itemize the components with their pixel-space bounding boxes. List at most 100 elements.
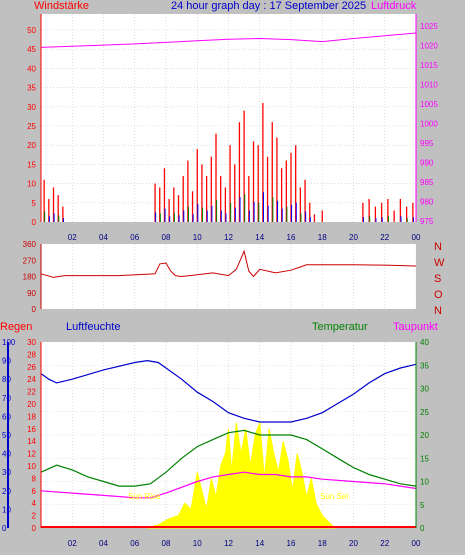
direction-line xyxy=(40,249,417,278)
wind-y-tick-label: 5 xyxy=(32,199,37,208)
temperature-y-tick-label: 0 xyxy=(420,524,425,533)
dewpoint-label: Taupunkt xyxy=(393,321,438,333)
wind-speed-label: Windstärke xyxy=(34,0,89,12)
direction-compass-label: S xyxy=(434,273,441,285)
climate-x-tick-label: 08 xyxy=(162,539,171,548)
humidity-y-tick-label: 90 xyxy=(2,357,11,366)
humidity-y-tick-label: 10 xyxy=(2,505,11,514)
direction-compass-label: N xyxy=(434,241,442,253)
climate-x-tick-label: 16 xyxy=(287,539,296,548)
pressure-line xyxy=(40,32,417,48)
direction-y-tick-label: 360 xyxy=(23,240,37,249)
rain-y-tick-label: 20 xyxy=(27,400,36,409)
direction-compass-label: O xyxy=(434,289,443,301)
temperature-y-tick-label: 15 xyxy=(420,454,429,463)
humidity-y-tick-label: 80 xyxy=(2,375,11,384)
rain-y-tick-label: 10 xyxy=(27,462,36,471)
wind-x-tick-label: 08 xyxy=(162,233,171,242)
rain-y-tick-label: 16 xyxy=(27,425,36,434)
pressure-y-tick-label: 1000 xyxy=(420,120,438,129)
direction-compass-label: W xyxy=(434,257,445,269)
climate-x-tick-label: 02 xyxy=(68,539,77,548)
humidity-y-tick-label: 60 xyxy=(2,412,11,421)
rain-y-tick-label: 2 xyxy=(32,512,37,521)
rain-y-tick-label: 28 xyxy=(27,350,36,359)
direction-y-tick-label: 90 xyxy=(27,289,36,298)
wind-plot-area xyxy=(41,14,416,222)
direction-compass-label: N xyxy=(434,305,442,317)
temperature-y-tick-label: 20 xyxy=(420,431,429,440)
climate-x-tick-label: 04 xyxy=(99,539,108,548)
rain-y-tick-label: 12 xyxy=(27,450,36,459)
rain-y-tick-label: 0 xyxy=(32,524,37,533)
rain-y-tick-label: 30 xyxy=(27,338,36,347)
direction-y-tick-label: 180 xyxy=(23,273,37,282)
sunrise-label: Sun Rise xyxy=(128,492,161,501)
rain-y-tick-label: 8 xyxy=(32,474,37,483)
rain-y-tick-label: 24 xyxy=(27,375,36,384)
dewpoint-line xyxy=(40,471,417,499)
climate-x-tick-label: 10 xyxy=(193,539,202,548)
humidity-y-tick-label: 40 xyxy=(2,450,11,459)
humidity-y-tick-label: 50 xyxy=(2,431,11,440)
pressure-y-tick-label: 1015 xyxy=(420,61,438,70)
pressure-y-tick-label: 1020 xyxy=(420,42,438,51)
wind-x-tick-label: 02 xyxy=(68,233,77,242)
wind-x-tick-label: 10 xyxy=(193,233,202,242)
wind-x-tick-label: 04 xyxy=(99,233,108,242)
wind-x-tick-label: 06 xyxy=(130,233,139,242)
pressure-y-tick-label: 1025 xyxy=(420,22,438,31)
direction-y-tick-label: 270 xyxy=(23,256,37,265)
wind-x-tick-label: 00 xyxy=(412,233,421,242)
wind-x-tick-label: 18 xyxy=(318,233,327,242)
wind-y-tick-label: 25 xyxy=(27,122,36,131)
pressure-y-tick-label: 980 xyxy=(420,198,434,207)
wind-y-tick-label: 40 xyxy=(27,64,36,73)
wind-x-tick-label: 14 xyxy=(255,233,264,242)
wind-x-tick-label: 22 xyxy=(380,233,389,242)
climate-x-tick-label: 12 xyxy=(224,539,233,548)
temperature-y-tick-label: 25 xyxy=(420,408,429,417)
rain-y-tick-label: 18 xyxy=(27,412,36,421)
rain-y-tick-label: 14 xyxy=(27,437,36,446)
pressure-y-tick-label: 985 xyxy=(420,178,434,187)
chart-title: 24 hour graph day : 17 September 2025 xyxy=(171,0,366,12)
humidity-y-tick-label: 70 xyxy=(2,394,11,403)
humidity-y-tick-label: 0 xyxy=(2,524,7,533)
solar-area xyxy=(147,422,337,529)
direction-y-tick-label: 0 xyxy=(32,305,37,314)
wind-y-tick-label: 10 xyxy=(27,180,36,189)
climate-x-tick-label: 00 xyxy=(412,539,421,548)
climate-x-tick-label: 14 xyxy=(255,539,264,548)
sunset-label: Sun Set xyxy=(320,492,349,501)
wind-y-tick-label: 20 xyxy=(27,141,36,150)
temperature-label: Temperatur xyxy=(312,321,368,333)
pressure-y-tick-label: 990 xyxy=(420,159,434,168)
climate-x-tick-label: 06 xyxy=(130,539,139,548)
wind-x-tick-label: 16 xyxy=(287,233,296,242)
temperature-y-tick-label: 5 xyxy=(420,501,425,510)
wind-y-tick-label: 15 xyxy=(27,160,36,169)
humidity-y-tick-label: 20 xyxy=(2,487,11,496)
humidity-line xyxy=(40,359,417,423)
pressure-y-tick-label: 975 xyxy=(420,217,434,226)
rain-y-tick-label: 4 xyxy=(32,499,37,508)
wind-y-tick-label: 50 xyxy=(27,26,36,35)
humidity-label: Luftfeuchte xyxy=(66,321,120,333)
temperature-y-tick-label: 40 xyxy=(420,338,429,347)
rain-y-tick-label: 6 xyxy=(32,487,37,496)
temperature-y-tick-label: 10 xyxy=(420,478,429,487)
wind-x-tick-label: 12 xyxy=(224,233,233,242)
pressure-y-tick-label: 1010 xyxy=(420,81,438,90)
rain-label: Regen xyxy=(0,321,32,333)
rain-y-tick-label: 22 xyxy=(27,388,36,397)
wind-y-tick-label: 0 xyxy=(32,218,37,227)
rain-y-tick-label: 26 xyxy=(27,363,36,372)
temperature-y-tick-label: 30 xyxy=(420,385,429,394)
climate-x-tick-label: 22 xyxy=(380,539,389,548)
temperature-y-tick-label: 35 xyxy=(420,361,429,370)
wind-y-tick-label: 35 xyxy=(27,84,36,93)
pressure-label: Luftdruck xyxy=(371,0,417,12)
pressure-y-tick-label: 995 xyxy=(420,139,434,148)
